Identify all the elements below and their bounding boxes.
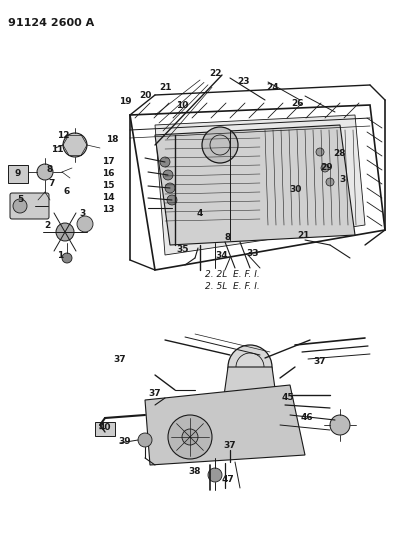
Circle shape — [321, 164, 329, 172]
Circle shape — [182, 429, 198, 445]
Text: 39: 39 — [119, 437, 131, 446]
Text: 16: 16 — [102, 169, 114, 179]
Text: 30: 30 — [290, 185, 302, 195]
Circle shape — [316, 148, 324, 156]
Bar — [95, 422, 115, 436]
Text: 3: 3 — [80, 209, 86, 219]
Text: 21: 21 — [298, 231, 310, 240]
Text: 37: 37 — [224, 440, 236, 449]
Text: 46: 46 — [301, 414, 313, 423]
Circle shape — [13, 199, 27, 213]
Text: 28: 28 — [334, 149, 346, 157]
Text: 18: 18 — [106, 135, 118, 144]
Circle shape — [160, 157, 170, 167]
Circle shape — [56, 223, 74, 241]
Polygon shape — [155, 125, 355, 245]
Circle shape — [138, 433, 152, 447]
Text: 9: 9 — [15, 168, 21, 177]
Circle shape — [326, 178, 334, 186]
Text: 38: 38 — [189, 467, 201, 477]
Circle shape — [208, 468, 222, 482]
Text: 2. 2L  E. F. I.: 2. 2L E. F. I. — [205, 270, 260, 279]
Text: 15: 15 — [102, 181, 114, 190]
Text: 33: 33 — [247, 248, 259, 257]
Text: 22: 22 — [209, 69, 221, 77]
Text: 37: 37 — [314, 358, 326, 367]
Text: 8: 8 — [47, 166, 53, 174]
Text: 11: 11 — [51, 144, 63, 154]
Text: 91124 2600 A: 91124 2600 A — [8, 18, 94, 28]
Text: 34: 34 — [216, 252, 228, 261]
Text: 4: 4 — [197, 208, 203, 217]
Text: 1: 1 — [57, 252, 63, 261]
Text: 12: 12 — [57, 132, 69, 141]
Text: 5: 5 — [17, 196, 23, 205]
Polygon shape — [155, 115, 365, 255]
Circle shape — [228, 345, 272, 389]
Bar — [8, 165, 28, 183]
Text: 13: 13 — [102, 205, 114, 214]
Text: 24: 24 — [267, 84, 279, 93]
Text: 35: 35 — [177, 245, 189, 254]
FancyBboxPatch shape — [10, 193, 49, 219]
Text: 8: 8 — [225, 232, 231, 241]
Circle shape — [163, 170, 173, 180]
Text: 17: 17 — [102, 157, 114, 166]
Text: 26: 26 — [292, 99, 304, 108]
Text: 37: 37 — [114, 356, 126, 365]
Text: 20: 20 — [139, 92, 151, 101]
Polygon shape — [222, 367, 278, 410]
Circle shape — [202, 127, 238, 163]
Circle shape — [167, 195, 177, 205]
Text: 21: 21 — [160, 84, 172, 93]
Text: 47: 47 — [222, 474, 234, 483]
Circle shape — [168, 415, 212, 459]
Circle shape — [165, 183, 175, 193]
Circle shape — [62, 253, 72, 263]
Text: 40: 40 — [99, 423, 111, 432]
Text: 29: 29 — [321, 164, 333, 173]
Polygon shape — [145, 385, 305, 465]
Text: 7: 7 — [49, 180, 55, 189]
Text: 2. 5L  E. F. I.: 2. 5L E. F. I. — [205, 282, 260, 291]
Text: 2: 2 — [44, 221, 50, 230]
Text: 3: 3 — [340, 175, 346, 184]
Text: 14: 14 — [102, 192, 114, 201]
Circle shape — [77, 216, 93, 232]
Circle shape — [37, 164, 53, 180]
Circle shape — [63, 133, 87, 157]
Text: 10: 10 — [176, 101, 188, 109]
Text: 6: 6 — [64, 187, 70, 196]
Text: 37: 37 — [149, 389, 161, 398]
Text: 23: 23 — [238, 77, 250, 86]
Text: 45: 45 — [282, 393, 294, 402]
Text: 19: 19 — [119, 96, 131, 106]
Circle shape — [330, 415, 350, 435]
